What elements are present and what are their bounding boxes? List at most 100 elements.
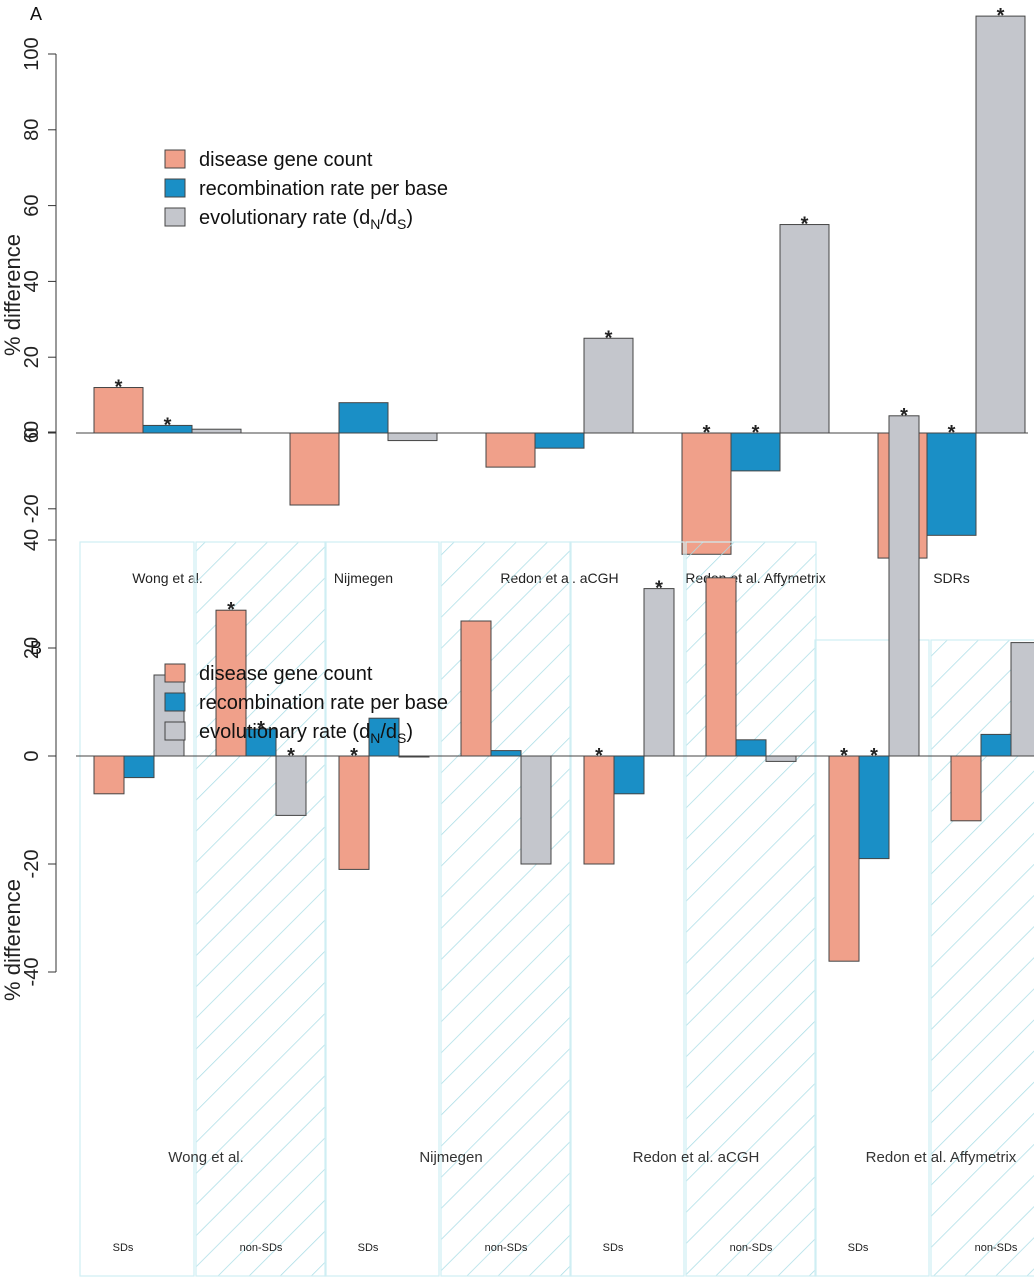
panel-b-bar-2-0-recomb — [613, 755, 645, 795]
panel-b-group-label: Nijmegen — [419, 1149, 482, 1166]
panel-a-label: A — [30, 4, 42, 24]
panel-a-y-tick-label: 60 — [21, 194, 43, 216]
panel-a-y-tick-label: 80 — [21, 119, 43, 141]
panel-a-bar-0-recomb-significance-star: * — [164, 414, 172, 436]
panel-b-bar-2-0-evol-significance-star: * — [655, 578, 663, 600]
panel-b-group-label: Wong et al. — [168, 1149, 244, 1166]
panel-b-bar-0-0-evol — [153, 674, 185, 757]
panel-b-bar-3-1-recomb — [980, 733, 1012, 757]
panel-a-category-label: SDRs — [933, 570, 970, 586]
panel-b-bar-3-0-disease-significance-star: * — [840, 745, 848, 767]
panel-b-y-tick-label: -20 — [21, 850, 43, 879]
panel-b-subgroup-label: SDs — [603, 1242, 624, 1254]
panel-b-legend-swatch-recomb — [164, 692, 186, 712]
panel-b-bar-2-1-disease — [705, 577, 737, 757]
panel-a-legend-swatch-recomb — [164, 178, 186, 198]
panel-a-bar-2-recomb — [534, 432, 585, 449]
panel-b-subgroup-label: SDs — [358, 1242, 379, 1254]
panel-a-bar-3-evol-significance-star: * — [801, 214, 809, 236]
panel-a-legend-label-recomb: recombination rate per base — [199, 178, 448, 200]
panel-b-bar-0-0-disease — [93, 755, 125, 795]
panel-b-bar-2-0-disease-significance-star: * — [595, 745, 603, 767]
panel-a-bar-1-recomb — [338, 402, 389, 434]
panel-a-bar-0-disease-significance-star: * — [115, 377, 123, 399]
panel-b-subgroup-label: SDs — [848, 1242, 869, 1254]
panel-b-subgroup-label: SDs — [113, 1242, 134, 1254]
panel-b-y-tick-label: 40 — [21, 529, 43, 551]
panel-b-bar-1-0-recomb — [368, 717, 400, 757]
panel-b-bar-3-0-recomb — [858, 755, 890, 860]
panel-a-bar-4-recomb-significance-star: * — [948, 422, 956, 444]
panel-a-bar-4-evol-significance-star: * — [997, 5, 1005, 27]
panel-b-bar-2-1-evol — [765, 755, 797, 762]
panel-b-subgroup-label: non-SDs — [485, 1242, 528, 1254]
panel-b-bar-1-1-evol — [520, 755, 552, 865]
panel-b-bar-0-1-evol-significance-star: * — [287, 745, 295, 767]
panel-b-group-label: Redon et al. Affymetrix — [866, 1149, 1017, 1166]
panel-b-bar-3-0-disease — [828, 755, 860, 962]
panel-b-y-tick-label: -40 — [21, 958, 43, 987]
panel-b-legend-swatch-disease — [164, 663, 186, 683]
panel-b-y-tick-label: 60 — [21, 421, 43, 443]
panel-a-bar-2-disease — [485, 432, 536, 468]
panel-b-subgroup-box-0-0 — [79, 541, 195, 1277]
panel-b-bar-1-0-disease-significance-star: * — [350, 745, 358, 767]
panel-a-legend-swatch-evol — [164, 207, 186, 227]
panel-b-subgroup-label: non-SDs — [730, 1242, 773, 1254]
panel-a-bar-2-evol — [583, 337, 634, 434]
panel-a-legend-label-disease: disease gene count — [199, 149, 373, 171]
panel-b-bar-1-0-disease — [338, 755, 370, 870]
panel-b-subgroup-box-3-0 — [814, 639, 930, 1277]
panel-a-bar-4-evol — [975, 15, 1026, 434]
panel-b-y-tick-label: 0 — [21, 750, 43, 761]
panel-a-category-label: Nijmegen — [334, 570, 393, 586]
panel-b-subgroup-box-2-0 — [569, 541, 685, 1277]
panel-a-bar-3-recomb — [730, 432, 781, 472]
panel-b-bar-2-1-recomb — [735, 739, 767, 757]
panel-b-bar-1-1-disease — [460, 620, 492, 757]
panel-b-subgroup-label: non-SDs — [240, 1242, 283, 1254]
panel-b-bar-0-1-recomb-significance-star: * — [257, 718, 265, 740]
panel-a-bar-3-recomb-significance-star: * — [752, 422, 760, 444]
panel-a: A -20 0 20 40 60 80 100 % difference * * Wong et al… — [0, 4, 1028, 586]
panel-a-bar-0-evol — [191, 428, 242, 434]
panel-b-bar-3-0-recomb-significance-star: * — [870, 745, 878, 767]
panel-a-y-tick-label: 0 — [21, 427, 43, 438]
panel-b-bar-0-1-evol — [275, 755, 307, 816]
panel-a-y-tick-label: 20 — [21, 346, 43, 368]
panel-a-legend-label-evol: evolutionary rate (dN/dS) — [199, 207, 413, 232]
panel-a-legend-swatch-disease — [164, 149, 186, 169]
panel-a-y-tick-label: 100 — [21, 37, 43, 70]
panel-b-bar-0-1-disease — [215, 609, 247, 757]
panel-b-bar-0-1-disease-significance-star: * — [227, 599, 235, 621]
panel-b-y-tick-label: 20 — [21, 637, 43, 659]
panel-b-bar-2-0-disease — [583, 755, 615, 865]
panel-a-category-label: Wong et al. — [132, 570, 203, 586]
panel-b-subgroup-label: non-SDs — [975, 1242, 1018, 1254]
panel-b-bar-0-1-recomb — [245, 728, 277, 757]
panel-a-bar-0-disease — [93, 387, 144, 434]
panel-b: B -40 -20 0 20 40 60 % difference * SDs * * * non-SDs… — [0, 405, 1034, 1277]
panel-b-bar-1-0-evol — [398, 755, 430, 758]
panel-b-bar-2-0-evol — [643, 588, 675, 757]
panel-a-bar-3-disease — [681, 432, 732, 555]
panel-a-bar-2-evol-significance-star: * — [605, 327, 613, 349]
panel-b-legend-swatch-evol — [164, 721, 186, 741]
panel-b-legend-label-disease: disease gene count — [199, 663, 373, 685]
panel-b-legend-label-recomb: recombination rate per base — [199, 692, 448, 714]
panel-b-label: B — [30, 638, 42, 658]
panel-b-y-axis-label: % difference — [0, 879, 25, 1001]
panel-a-y-axis-label: % difference — [0, 234, 25, 356]
panel-a-bar-3-disease-significance-star: * — [703, 422, 711, 444]
panel-b-bar-3-1-disease — [950, 755, 982, 822]
panel-b-bar-3-0-evol — [888, 415, 920, 757]
panel-a-bar-1-evol — [387, 432, 438, 442]
panel-a-y-tick-label: -20 — [21, 494, 43, 523]
panel-a-y-tick-label: 40 — [21, 270, 43, 292]
panel-b-bar-1-1-recomb — [490, 750, 522, 757]
panel-b-legend-label-evol: evolutionary rate (dN/dS) — [199, 721, 413, 746]
panel-b-group-label: Redon et al. aCGH — [633, 1149, 760, 1166]
panel-b-subgroup-box-1-0 — [324, 541, 440, 1277]
panel-a-bar-3-evol — [779, 224, 830, 434]
